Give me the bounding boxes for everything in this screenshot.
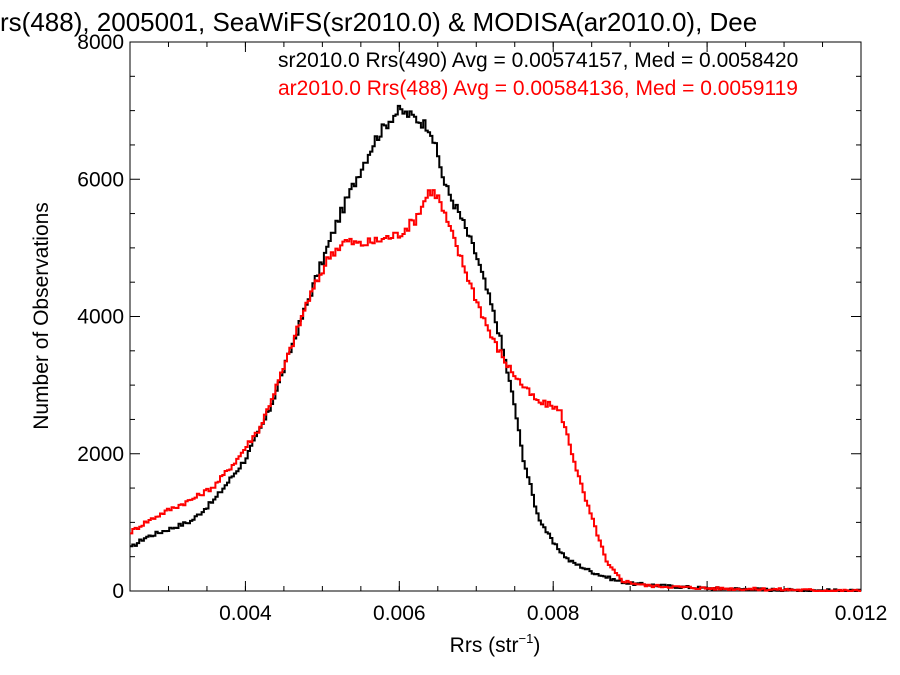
- x-tick-label: 0.008: [527, 602, 580, 625]
- x-tick-label: 0.010: [681, 602, 734, 625]
- series-line-1: [130, 189, 861, 592]
- chart-title: rs(488), 2005001, SeaWiFS(sr2010.0) & MO…: [0, 7, 757, 37]
- series-layer: [130, 104, 861, 592]
- legend-entry-sr2010: sr2010.0 Rrs(490) Avg = 0.00574157, Med …: [278, 49, 798, 72]
- y-axis: 0 2000 4000 6000 8000: [77, 31, 861, 603]
- y-tick-label: 4000: [77, 306, 124, 329]
- legend-entry-ar2010: ar2010.0 Rrs(488) Avg = 0.00584136, Med …: [278, 77, 798, 100]
- x-tick-label: 0.012: [835, 602, 888, 625]
- x-axis-label: Rrs (str−1): [450, 631, 541, 657]
- y-axis-label: Number of Observations: [30, 202, 53, 430]
- x-tick-label: 0.006: [373, 602, 426, 625]
- x-axis-label-main: Rrs (str: [450, 634, 519, 657]
- x-axis-label-close: ): [533, 634, 540, 657]
- y-tick-label: 8000: [77, 31, 124, 54]
- series-line-0: [130, 104, 861, 592]
- x-axis: 0.004 0.006 0.008 0.010 0.012: [129, 42, 888, 625]
- y-tick-label: 0: [112, 580, 124, 603]
- y-tick-label: 6000: [77, 168, 124, 191]
- plot-area: 0.004 0.006 0.008 0.010 0.012 0 2000 4000 6000 8…: [77, 31, 887, 625]
- x-axis-label-sup: −1: [519, 631, 534, 646]
- y-tick-label: 2000: [77, 443, 124, 466]
- x-tick-label: 0.004: [219, 602, 272, 625]
